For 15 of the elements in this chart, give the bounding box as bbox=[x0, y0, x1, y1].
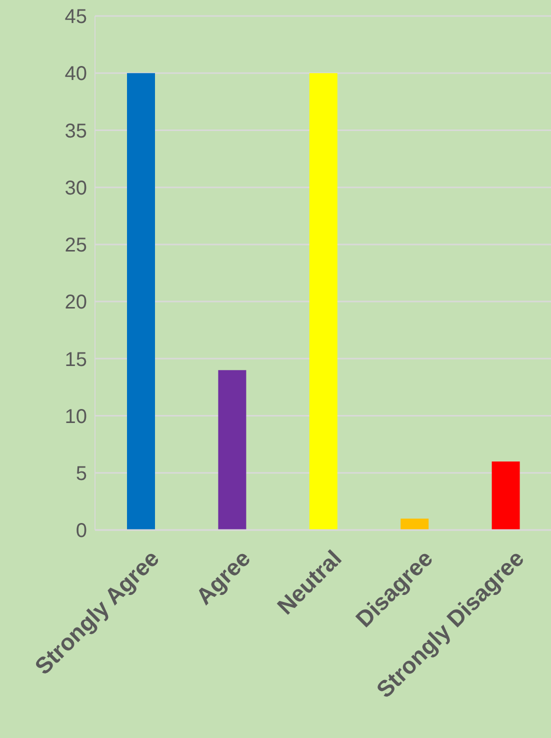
y-tick-label: 35 bbox=[64, 120, 87, 142]
y-tick-label: 45 bbox=[64, 6, 87, 28]
bar bbox=[492, 461, 520, 530]
y-tick-label: 15 bbox=[64, 348, 87, 371]
bar bbox=[400, 518, 429, 530]
y-tick-label: 10 bbox=[64, 406, 87, 428]
y-tick-label: 0 bbox=[76, 520, 87, 542]
y-tick-label: 40 bbox=[64, 63, 87, 86]
y-tick-label: 5 bbox=[76, 462, 87, 485]
y-tick-label: 20 bbox=[64, 292, 87, 314]
y-tick-label: 25 bbox=[64, 234, 87, 257]
bar bbox=[309, 73, 338, 530]
y-tick-label: 30 bbox=[64, 177, 87, 200]
bar bbox=[127, 73, 155, 530]
bar bbox=[218, 370, 246, 530]
